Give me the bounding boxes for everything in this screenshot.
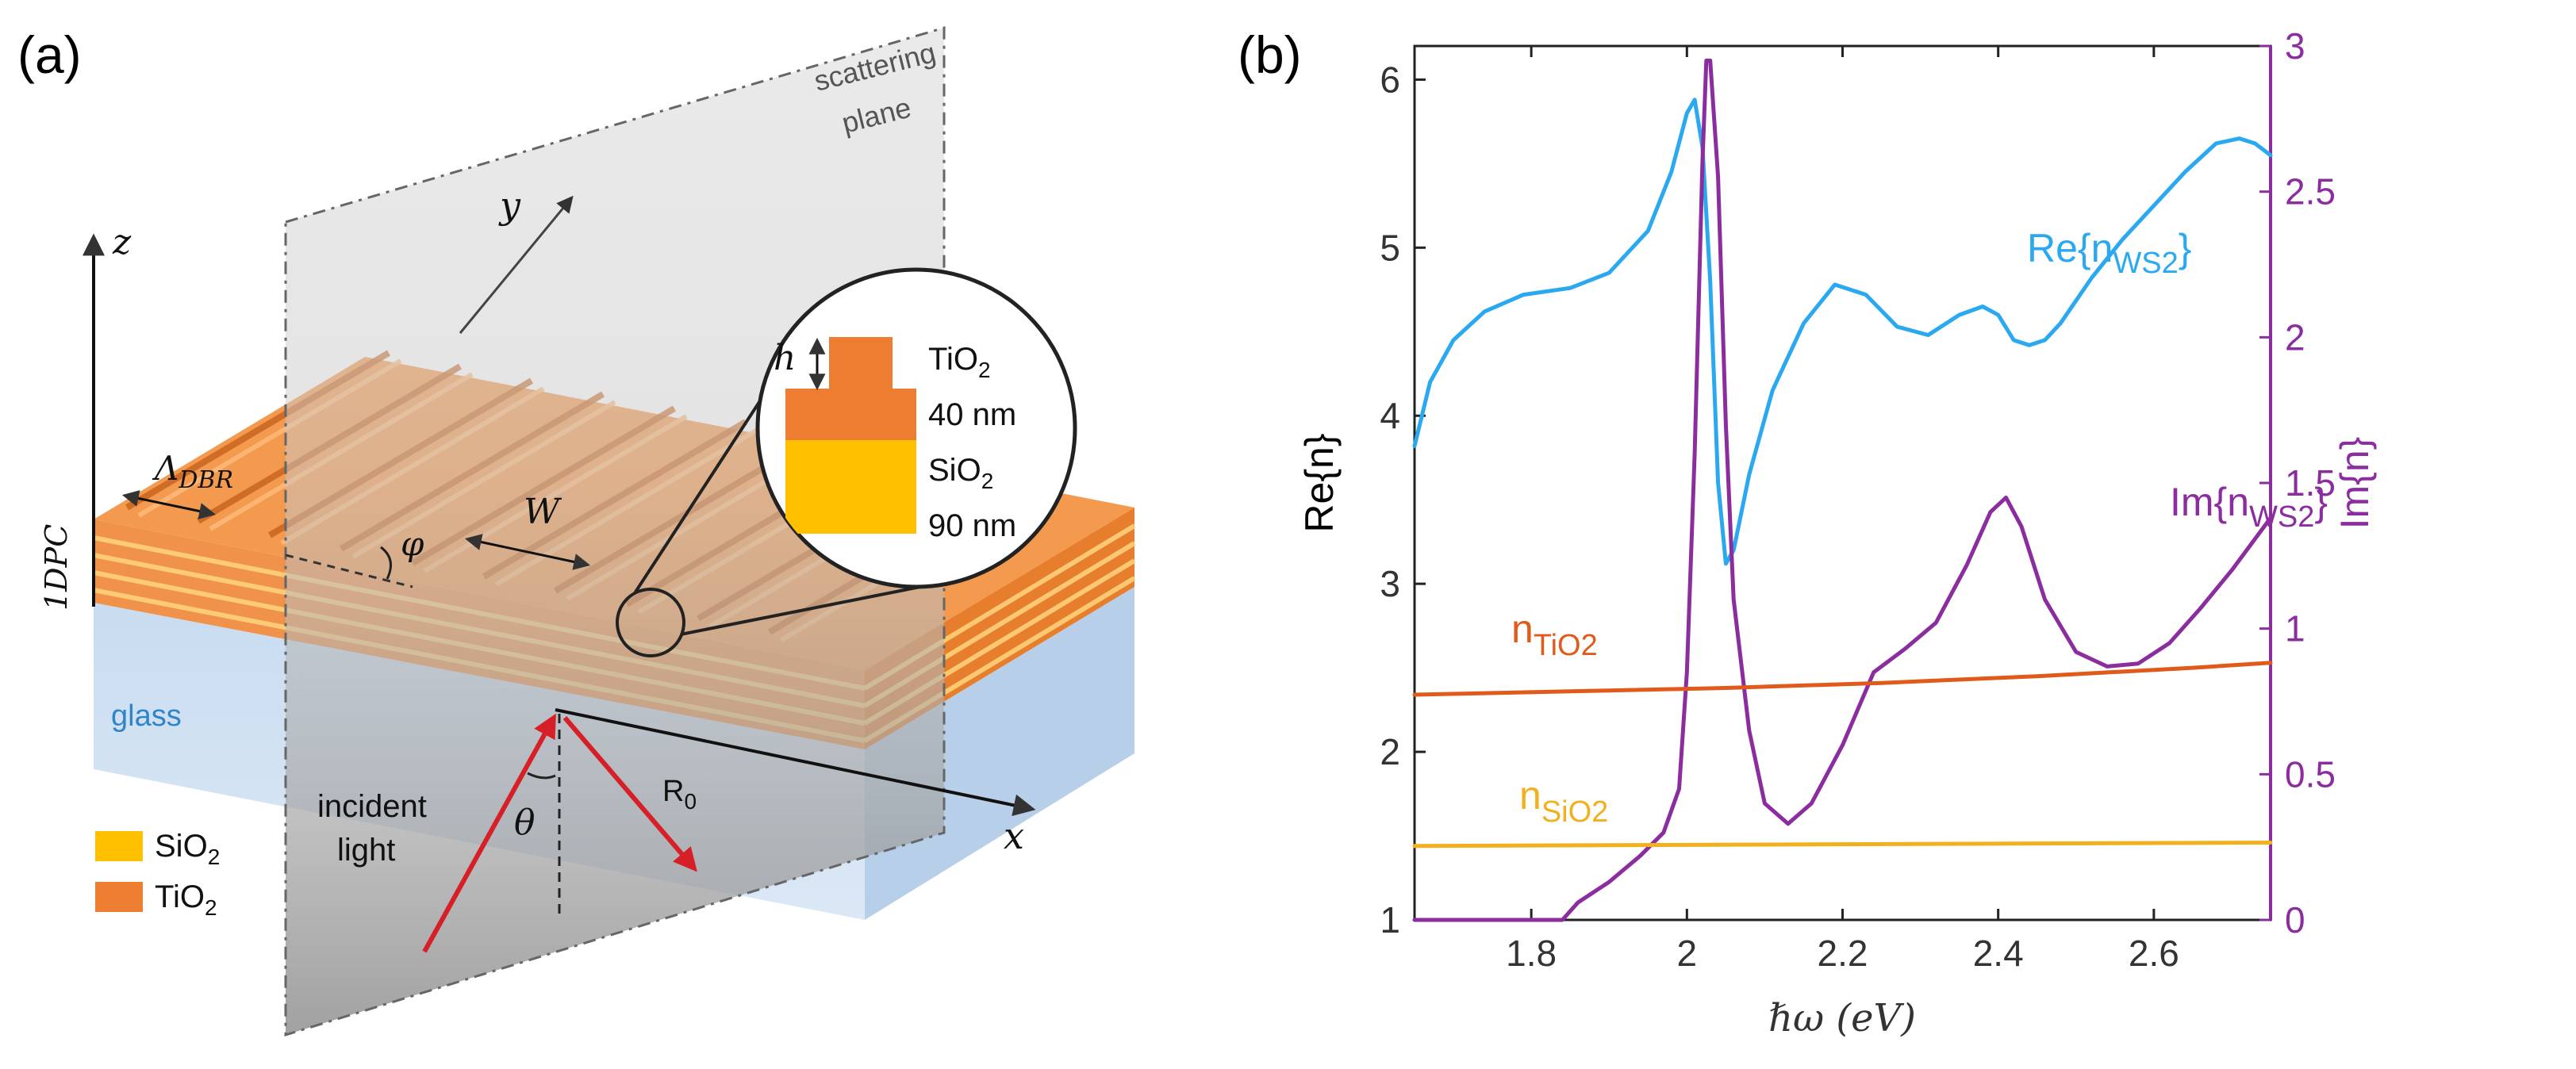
panel-a: (a) glass [17,25,1136,1037]
x-tick-label: 2.4 [1973,933,2024,974]
reflected-label: R0 [662,775,697,814]
x-tick-label: 1.8 [1506,933,1557,974]
panel-a-label: (a) [17,25,82,84]
period-annotation: ΛDBR [121,449,233,519]
inset-sio2-thickness: 90 nm [928,508,1016,543]
legend-swatch-sio2 [95,831,143,861]
y-left-tick-label: 5 [1380,227,1400,268]
reflected-ray [562,716,697,872]
series-line-re-ws2 [1412,98,2273,566]
light-rays: θ R0 incident light [317,713,697,953]
inset-tio2-thickness: 40 nm [928,397,1016,432]
y-left-tick-label: 2 [1380,731,1400,772]
plot-frame [1413,44,2272,921]
y-axis-label: y [498,184,521,227]
y-left-tick-label: 3 [1380,563,1400,604]
series-line-im-ws2 [1412,58,2273,922]
label-n-tio2: nTiO2 [1511,607,1598,662]
label-re-ws2: Re{nWS2} [2027,226,2192,280]
width-annotation: W [464,492,591,570]
dpc-label: 1DPC [39,524,74,611]
y-right-tick-label: 2 [2285,316,2305,358]
inset-sio2-label: SiO2 [928,453,993,493]
theta-label: θ [514,803,536,843]
period-label: ΛDBR [152,449,233,494]
legend-swatch-tio2 [95,882,143,912]
x-axis [555,708,1036,817]
legend-label-sio2: SiO2 [155,829,220,869]
series-line-n-tio2 [1412,661,2273,697]
scattering-plane: scattering plane [284,25,946,1037]
phi-label: φ [401,524,424,563]
label-im-ws2: Im{nWS2} [2170,480,2328,534]
x-tick-label: 2 [1677,933,1698,974]
x-axis-label: x [1004,814,1024,857]
z-axis-label: z [112,222,132,262]
y-left-tick-label: 4 [1380,395,1400,436]
inset-h-label: h [774,338,796,378]
plot-content: 1.8 2 2.2 2.4 2.6 1 2 3 4 5 6 0 0.5 1 1.5 2 2.5 3 [1380,25,2336,974]
x-tick-label: 2.6 [2129,933,2179,974]
y-left-tick-label: 1 [1380,899,1400,941]
y-left-tick-label: 6 [1380,59,1400,100]
glass-label: glass [111,699,182,733]
series-line-n-sio2 [1412,841,2273,849]
x-axis-title: ℏω (eV) [1768,996,1916,1040]
panel-b-label: (b) [1238,25,1302,84]
legend-label-tio2: TiO2 [155,879,217,920]
y-right-tick-label: 1 [2285,608,2305,649]
incident-label-2: light [337,833,395,868]
incident-label-1: incident [317,789,427,824]
material-legend: SiO2 TiO2 [95,829,220,920]
axes-3d: z y x 1DPC φ [39,184,1036,857]
label-n-sio2: nSiO2 [1519,773,1608,829]
y-axis-right-title: Im{n} [2332,437,2377,530]
incident-ray [422,713,556,953]
y-right-tick-label: 3 [2285,25,2305,67]
y-right-tick-label: 0.5 [2285,753,2336,795]
width-label: W [524,492,562,532]
y-right-tick-label: 0 [2285,899,2305,941]
panel-b: (b) 1.8 2 2.2 2.4 2.6 1 2 3 4 5 6 0 0.5 1 1.5 2 2.5 3 Re{… [1238,25,2377,1040]
x-tick-label: 2.2 [1818,933,1868,974]
y-axis [459,195,574,334]
y-right-tick-label: 1.5 [2285,462,2336,504]
y-axis-left-title: Re{n} [1297,433,1342,532]
inset-tio2-label: TiO2 [928,342,991,382]
zoom-inset: h TiO2 40 nm SiO2 90 nm [616,267,1077,657]
y-right-tick-label: 2.5 [2285,171,2336,213]
